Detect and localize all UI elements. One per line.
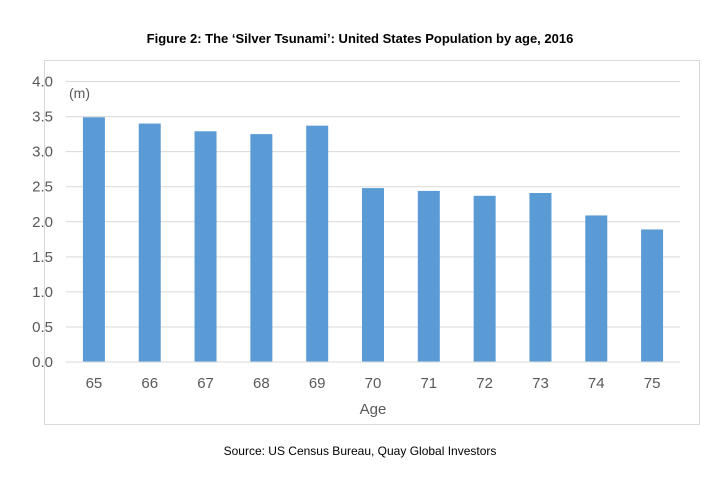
x-tick-label: 72: [476, 375, 493, 392]
x-tick-label: 70: [365, 375, 382, 392]
y-tick-label: 2.5: [32, 179, 53, 196]
bar-66: [138, 123, 161, 362]
bar-70: [362, 188, 384, 362]
y-tick-label: 0.0: [32, 354, 53, 371]
x-tick-label: 75: [644, 375, 661, 392]
bar-68: [250, 134, 273, 362]
y-tick-label: 0.5: [32, 319, 53, 336]
bar-71: [417, 190, 440, 362]
bar-69: [306, 125, 329, 363]
source-note: Source: US Census Bureau, Quay Global In…: [223, 444, 497, 458]
x-tick-label: 68: [253, 375, 270, 392]
y-tick-label: 1.0: [32, 284, 53, 301]
y-tick-label: 2.0: [32, 214, 53, 231]
unit-label: (m): [69, 85, 90, 101]
x-tick-label: 69: [309, 375, 326, 392]
bar-74: [585, 215, 608, 362]
y-tick-label: 3.0: [32, 144, 53, 161]
x-tick-label: 74: [588, 375, 605, 392]
bar-75: [641, 229, 664, 362]
x-tick-label: 66: [141, 375, 158, 392]
bar-73: [529, 192, 552, 362]
chart-frame: [44, 60, 700, 425]
y-tick-label: 3.5: [32, 109, 53, 126]
bar-67: [194, 131, 217, 362]
x-axis-label: Age: [360, 401, 387, 418]
x-tick-label: 67: [197, 375, 214, 392]
bar-65: [82, 117, 105, 362]
figure-title: Figure 2: The ‘Silver Tsunami’: United S…: [146, 31, 574, 46]
x-tick-label: 73: [532, 375, 549, 392]
y-tick-label: 4.0: [32, 74, 53, 91]
x-tick-label: 71: [420, 375, 437, 392]
y-tick-label: 1.5: [32, 249, 53, 266]
bar-72: [473, 195, 496, 362]
x-tick-label: 65: [86, 375, 103, 392]
